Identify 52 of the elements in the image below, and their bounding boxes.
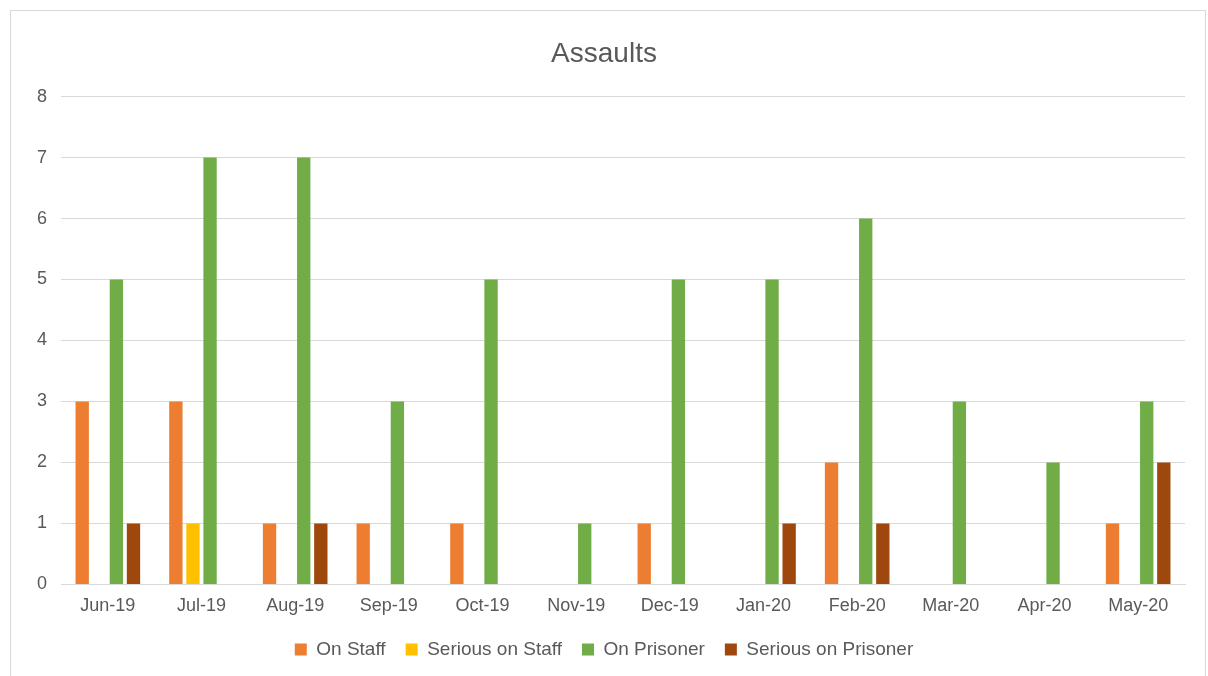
- bar: [484, 279, 498, 584]
- x-tick-label: Aug-19: [266, 595, 325, 616]
- x-tick-label: Dec-19: [640, 595, 699, 616]
- bar: [169, 401, 183, 584]
- x-tick-label: Sep-19: [359, 595, 418, 616]
- bar: [203, 157, 217, 584]
- bar: [109, 279, 124, 584]
- bar: [578, 523, 592, 584]
- legend-label: On Prisoner: [603, 637, 706, 659]
- y-tick-label: 5: [37, 268, 48, 289]
- legend-label: On Staff: [316, 637, 387, 659]
- y-tick-label: 0: [37, 573, 48, 594]
- bar: [126, 523, 141, 584]
- y-tick-label: 4: [37, 329, 48, 350]
- x-tick-label: Oct-19: [455, 595, 510, 616]
- x-tick-label: Nov-19: [547, 595, 606, 616]
- y-tick-label: 1: [37, 512, 48, 533]
- x-tick-label: May-20: [1108, 595, 1169, 616]
- bar: [297, 157, 311, 584]
- legend-label: Serious on Prisoner: [746, 637, 914, 659]
- bar: [824, 462, 839, 584]
- x-tick-label: Mar-20: [922, 595, 980, 616]
- legend-label: Serious on Staff: [427, 637, 563, 659]
- chart-title: Assaults: [551, 36, 657, 68]
- bar: [1105, 523, 1120, 584]
- bar: [390, 401, 405, 584]
- x-tick-label: Apr-20: [1017, 595, 1072, 616]
- y-tick-label: 2: [37, 451, 48, 472]
- bar: [859, 218, 873, 584]
- x-tick-label: Jun-19: [80, 595, 136, 616]
- bar: [782, 523, 796, 584]
- bar: [876, 523, 890, 584]
- y-tick-label: 3: [37, 390, 48, 411]
- bar: [1046, 462, 1060, 584]
- x-tick-label: Jan-20: [735, 595, 792, 616]
- bar: [765, 279, 779, 584]
- bar: [1157, 462, 1171, 584]
- bar: [1140, 401, 1154, 584]
- bar: [637, 523, 651, 584]
- x-tick-label: Feb-20: [828, 595, 886, 616]
- bar: [186, 523, 200, 584]
- y-tick-label: 8: [37, 85, 48, 106]
- bar: [671, 279, 686, 584]
- y-tick-label: 7: [37, 146, 48, 167]
- bar: [450, 523, 464, 584]
- bar: [356, 523, 370, 584]
- y-tick-label: 6: [37, 207, 48, 228]
- bar: [314, 523, 328, 584]
- bar: [75, 401, 89, 584]
- bar: [952, 401, 967, 584]
- bar: [262, 523, 277, 584]
- x-tick-label: Jul-19: [176, 595, 227, 616]
